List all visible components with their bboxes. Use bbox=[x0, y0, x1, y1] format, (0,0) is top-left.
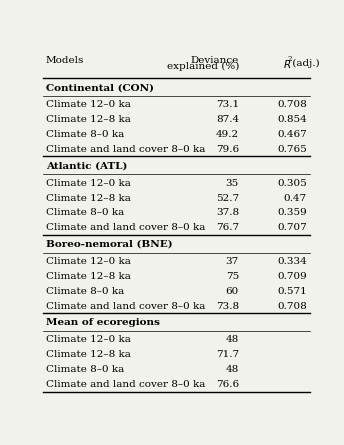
Text: 2: 2 bbox=[288, 56, 292, 64]
Text: 75: 75 bbox=[226, 272, 239, 281]
Text: Continental (CON): Continental (CON) bbox=[46, 83, 154, 92]
Text: 0.334: 0.334 bbox=[277, 257, 307, 266]
Text: Climate 8–0 ka: Climate 8–0 ka bbox=[46, 287, 124, 296]
Text: Climate and land cover 8–0 ka: Climate and land cover 8–0 ka bbox=[46, 145, 205, 154]
Text: 0.765: 0.765 bbox=[277, 145, 307, 154]
Text: Climate 8–0 ka: Climate 8–0 ka bbox=[46, 209, 124, 218]
Text: 0.854: 0.854 bbox=[277, 115, 307, 124]
Text: Climate and land cover 8–0 ka: Climate and land cover 8–0 ka bbox=[46, 223, 205, 232]
Text: 52.7: 52.7 bbox=[216, 194, 239, 202]
Text: 49.2: 49.2 bbox=[216, 130, 239, 139]
Text: 48: 48 bbox=[226, 365, 239, 374]
Text: 79.6: 79.6 bbox=[216, 145, 239, 154]
Text: 35: 35 bbox=[226, 178, 239, 188]
Text: 37.8: 37.8 bbox=[216, 209, 239, 218]
Text: 0.708: 0.708 bbox=[277, 302, 307, 311]
Text: Atlantic (ATL): Atlantic (ATL) bbox=[46, 162, 127, 170]
Text: Climate 12–8 ka: Climate 12–8 ka bbox=[46, 194, 130, 202]
Text: Mean of ecoregions: Mean of ecoregions bbox=[46, 318, 160, 327]
Text: Climate 12–0 ka: Climate 12–0 ka bbox=[46, 100, 130, 109]
Text: 76.7: 76.7 bbox=[216, 223, 239, 232]
Text: 87.4: 87.4 bbox=[216, 115, 239, 124]
Text: 37: 37 bbox=[226, 257, 239, 266]
Text: 73.1: 73.1 bbox=[216, 100, 239, 109]
Text: Climate 12–0 ka: Climate 12–0 ka bbox=[46, 178, 130, 188]
Text: Climate 8–0 ka: Climate 8–0 ka bbox=[46, 130, 124, 139]
Text: 0.47: 0.47 bbox=[284, 194, 307, 202]
Text: Climate 12–0 ka: Climate 12–0 ka bbox=[46, 336, 130, 344]
Text: 0.467: 0.467 bbox=[277, 130, 307, 139]
Text: Climate 12–8 ka: Climate 12–8 ka bbox=[46, 115, 130, 124]
Text: 0.708: 0.708 bbox=[277, 100, 307, 109]
Text: 0.359: 0.359 bbox=[277, 209, 307, 218]
Text: Climate and land cover 8–0 ka: Climate and land cover 8–0 ka bbox=[46, 302, 205, 311]
Text: 0.707: 0.707 bbox=[277, 223, 307, 232]
Text: Climate 12–8 ka: Climate 12–8 ka bbox=[46, 350, 130, 360]
Text: 0.709: 0.709 bbox=[277, 272, 307, 281]
Text: Deviance: Deviance bbox=[191, 57, 239, 65]
Text: 73.8: 73.8 bbox=[216, 302, 239, 311]
Text: Climate and land cover 8–0 ka: Climate and land cover 8–0 ka bbox=[46, 380, 205, 389]
Text: (adj.): (adj.) bbox=[289, 59, 320, 68]
Text: Boreo-nemoral (BNE): Boreo-nemoral (BNE) bbox=[46, 240, 172, 249]
Text: 0.305: 0.305 bbox=[277, 178, 307, 188]
Text: Models: Models bbox=[46, 57, 84, 65]
Text: explained (%): explained (%) bbox=[166, 62, 239, 71]
Text: 60: 60 bbox=[226, 287, 239, 296]
Text: $\mathit{R}$: $\mathit{R}$ bbox=[283, 57, 291, 69]
Text: 48: 48 bbox=[226, 336, 239, 344]
Text: 76.6: 76.6 bbox=[216, 380, 239, 389]
Text: Climate 12–0 ka: Climate 12–0 ka bbox=[46, 257, 130, 266]
Text: 0.571: 0.571 bbox=[277, 287, 307, 296]
Text: Climate 8–0 ka: Climate 8–0 ka bbox=[46, 365, 124, 374]
Text: 71.7: 71.7 bbox=[216, 350, 239, 360]
Text: Climate 12–8 ka: Climate 12–8 ka bbox=[46, 272, 130, 281]
